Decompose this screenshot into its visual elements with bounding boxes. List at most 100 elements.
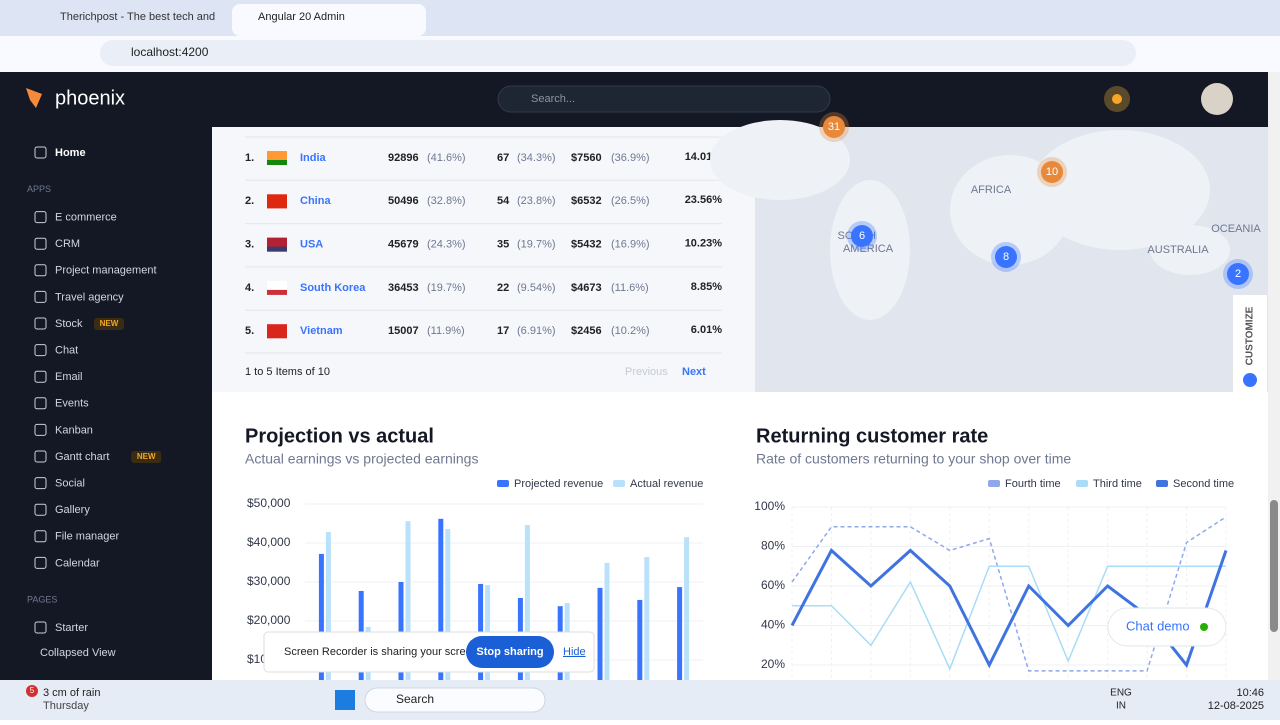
nav-item[interactable]: Starter xyxy=(55,622,88,634)
collapse-button[interactable]: Collapsed View xyxy=(40,647,116,659)
table-cell[interactable]: China xyxy=(300,195,331,207)
badge: NEW xyxy=(137,452,156,461)
table-cell: 10.23% xyxy=(685,238,723,250)
url[interactable]: localhost:4200 xyxy=(131,45,209,59)
nav-item[interactable]: Chat xyxy=(55,345,78,357)
share-text: Screen Recorder is sharing your screen. xyxy=(284,646,481,658)
chart-subtitle: Actual earnings vs projected earnings xyxy=(245,451,478,467)
table-cell: 50496 xyxy=(388,195,419,207)
nav-item[interactable]: Gantt chart xyxy=(55,451,109,463)
land xyxy=(830,180,910,320)
start-button[interactable] xyxy=(335,690,355,710)
table-cell: 6.01% xyxy=(691,324,722,336)
table-cell: (23.8%) xyxy=(517,195,556,207)
weather-day: Thursday xyxy=(43,700,89,712)
y-tick-label: 80% xyxy=(761,539,785,553)
nav-item[interactable]: Stock xyxy=(55,318,83,330)
table-cell: $6532 xyxy=(571,195,602,207)
nav-item[interactable]: E commerce xyxy=(55,212,117,224)
nav-icon xyxy=(34,621,47,634)
y-tick-label: $30,000 xyxy=(247,574,291,588)
taskbar xyxy=(0,680,1280,720)
y-tick-label: $50,000 xyxy=(247,496,291,510)
nav-item[interactable]: Kanban xyxy=(55,424,93,436)
map-cluster-count: 6 xyxy=(859,230,865,242)
table-cell: $7560 xyxy=(571,152,602,164)
stop-button-bg[interactable] xyxy=(466,636,554,668)
table-cell: 45679 xyxy=(388,239,419,251)
avatar[interactable] xyxy=(1201,83,1233,115)
search-box[interactable] xyxy=(497,85,831,113)
nav-item[interactable]: Gallery xyxy=(55,504,90,516)
nav-item[interactable]: CRM xyxy=(55,238,80,250)
tab-title[interactable]: Therichpost - The best tech and xyxy=(60,11,215,23)
search-placeholder[interactable]: Search... xyxy=(531,93,575,105)
nav-icon xyxy=(34,237,47,250)
logo[interactable]: phoenix xyxy=(55,87,125,109)
map-cluster[interactable] xyxy=(995,246,1017,268)
nav-item[interactable]: Calendar xyxy=(55,557,100,569)
nav-icon xyxy=(34,556,47,569)
scroll-thumb[interactable] xyxy=(1270,500,1278,632)
table-cell: (10.2%) xyxy=(611,325,650,337)
nav-item[interactable]: File manager xyxy=(55,531,120,543)
map-cluster[interactable] xyxy=(823,116,845,138)
table-cell: $5432 xyxy=(571,239,602,251)
badge-bg xyxy=(131,451,162,463)
nav-item[interactable]: Events xyxy=(55,398,89,410)
sidebar-footer-bg xyxy=(0,636,212,680)
nav-item[interactable]: Project management xyxy=(55,265,157,277)
table-cell: $4673 xyxy=(571,282,602,294)
nav-item[interactable]: Email xyxy=(55,371,83,383)
chart-title: Projection vs actual xyxy=(245,425,434,447)
table-cell: $2456 xyxy=(571,325,602,337)
table-cell[interactable]: South Korea xyxy=(300,282,366,294)
table-cell: 36453 xyxy=(388,282,419,294)
active-tab[interactable] xyxy=(232,4,426,36)
legend-label: Actual revenue xyxy=(630,478,703,490)
table-cell: (41.6%) xyxy=(427,152,466,164)
legend-label: Projected revenue xyxy=(514,478,603,490)
table-cell[interactable]: Vietnam xyxy=(300,325,343,337)
table-cell: 3. xyxy=(245,239,254,251)
hide-link[interactable]: Hide xyxy=(563,646,586,658)
bar xyxy=(524,525,530,699)
address-bar[interactable] xyxy=(100,40,1136,66)
table-cell[interactable]: USA xyxy=(300,239,323,251)
nav-item[interactable]: Home xyxy=(55,147,86,159)
chat-button[interactable] xyxy=(1107,607,1227,647)
nav-icon xyxy=(34,503,47,516)
y-tick-label: 100% xyxy=(754,499,785,513)
taskbar-search[interactable] xyxy=(364,687,546,713)
table-cell: 4. xyxy=(245,282,254,294)
tab-title[interactable]: Angular 20 Admin xyxy=(258,11,345,23)
chat-label[interactable]: Chat demo xyxy=(1126,618,1190,633)
legend-swatch xyxy=(988,480,1000,487)
taskbar-search-label[interactable]: Search xyxy=(396,692,434,706)
table-cell: 1. xyxy=(245,152,254,164)
stop-button[interactable]: Stop sharing xyxy=(476,646,543,658)
bar xyxy=(318,553,324,699)
nav-icon xyxy=(34,530,47,543)
nav-item[interactable]: Social xyxy=(55,478,85,490)
badge-bg xyxy=(94,318,124,330)
pagination-previous[interactable]: Previous xyxy=(625,366,668,378)
line-series xyxy=(791,516,1227,672)
land xyxy=(710,120,850,200)
region: IN xyxy=(1116,701,1126,712)
pagination-next[interactable]: Next xyxy=(682,366,706,378)
language: ENG xyxy=(1110,688,1132,699)
nav-item[interactable]: Travel agency xyxy=(55,291,124,303)
nav-icon xyxy=(34,370,47,383)
map-cluster[interactable] xyxy=(851,225,873,247)
flag-stripe xyxy=(267,289,287,295)
map-cluster[interactable] xyxy=(1227,263,1249,285)
flag-stripe xyxy=(267,203,287,209)
map-cluster[interactable] xyxy=(1041,161,1063,183)
table-cell: (11.6%) xyxy=(611,282,649,294)
table-cell[interactable]: India xyxy=(300,152,327,164)
line-series xyxy=(792,565,1226,671)
weather-badge xyxy=(26,685,38,697)
weather[interactable]: 3 cm of rain xyxy=(43,687,100,699)
